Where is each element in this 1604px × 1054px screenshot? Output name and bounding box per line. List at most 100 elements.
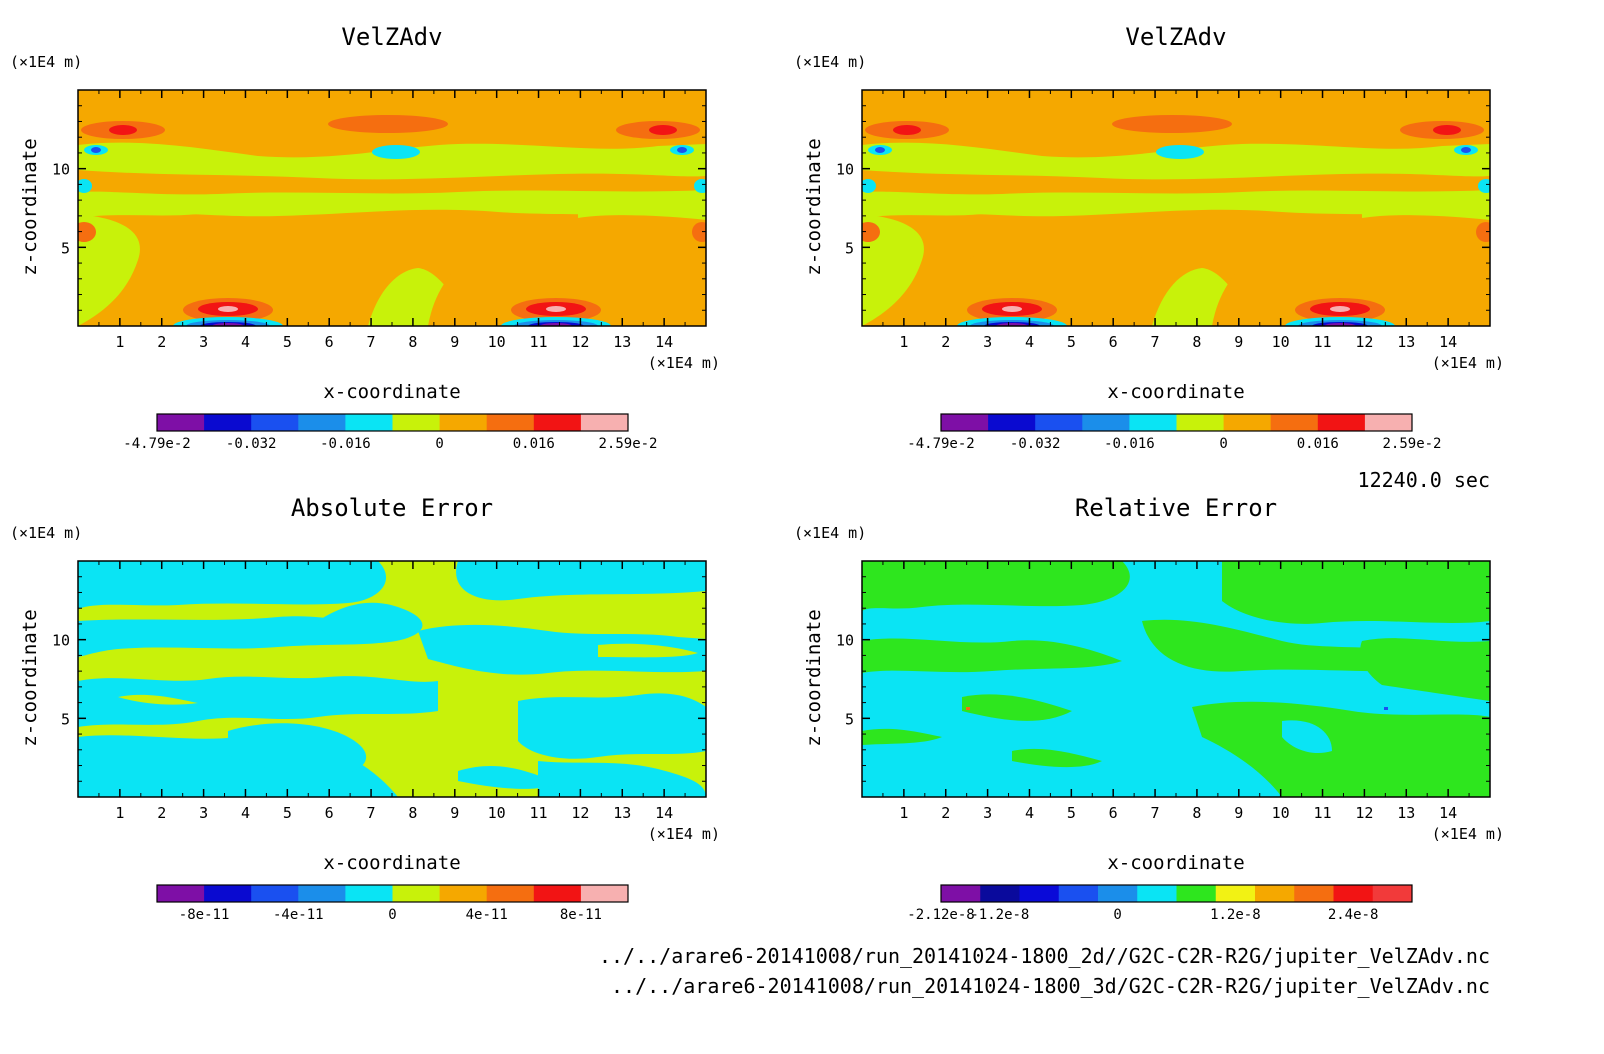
x-tick-label: 7 — [367, 333, 376, 351]
x-axis-label: x-coordinate — [1107, 852, 1244, 874]
file-path-3d: ../../arare6-20141008/run_20141024-1800_… — [611, 974, 1490, 998]
x-tick-label: 11 — [530, 333, 548, 351]
colorbar-swatch — [439, 885, 488, 902]
y-tick-label: 10 — [836, 161, 854, 179]
chart-title: VelZAdv — [1125, 23, 1226, 51]
colorbar-swatch — [439, 414, 488, 431]
y-tick-labels: 5 10 — [836, 576, 1490, 782]
colorbar-swatch — [345, 885, 393, 902]
x-tick-label: 3 — [983, 333, 992, 351]
y-unit-label: (×1E4 m) — [794, 524, 866, 542]
x-tick-label: 9 — [450, 804, 459, 822]
colorbar-swatch — [1098, 885, 1138, 902]
y-tick-label: 10 — [52, 161, 70, 179]
colorbar-swatch — [1372, 885, 1413, 902]
colorbar-label: 0 — [435, 436, 443, 452]
x-tick-label: 1 — [115, 804, 124, 822]
x-tick-label: 11 — [530, 804, 548, 822]
x-tick-label: 12 — [571, 333, 589, 351]
colorbar-swatch — [1333, 885, 1374, 902]
x-tick-label: 3 — [199, 333, 208, 351]
x-tick-label: 13 — [613, 804, 631, 822]
x-tick-label: 13 — [613, 333, 631, 351]
colorbar-frame — [940, 884, 1413, 903]
colorbar-swatch — [392, 885, 441, 902]
x-tick-label: 2 — [941, 333, 950, 351]
colorbar-swatch — [204, 414, 252, 431]
colorbar-swatch — [1294, 885, 1334, 902]
colorbar-label: -4e-11 — [273, 907, 324, 923]
x-tick-label: 14 — [1439, 333, 1457, 351]
x-tick-label: 13 — [1397, 333, 1415, 351]
colorbar-label: 2.59e-2 — [1382, 436, 1441, 452]
heatmap-field — [77, 89, 707, 327]
colorbar-label: 8e-11 — [560, 907, 602, 923]
colorbar-swatch — [157, 885, 205, 902]
x-tick-label: 5 — [283, 804, 292, 822]
colorbar-label: 0 — [1219, 436, 1227, 452]
colorbar-swatch — [486, 885, 535, 902]
colorbar-swatch — [580, 414, 629, 431]
colorbar-swatch — [533, 885, 582, 902]
time-stamp: 12240.0 sec — [1358, 468, 1490, 492]
colorbar-swatch — [392, 414, 441, 431]
x-axis-label: x-coordinate — [323, 852, 460, 874]
colorbar-swatch — [988, 414, 1036, 431]
panel-velzadv-left: VelZAdv (×1E4 m) z-coordinate — [10, 23, 720, 452]
x-tick-label: 3 — [983, 804, 992, 822]
colorbar-swatch — [298, 885, 346, 902]
colorbar-label: -0.016 — [320, 436, 371, 452]
colorbar-swatch — [1317, 414, 1366, 431]
colorbar-label: 2.4e-8 — [1328, 907, 1379, 923]
y-tick-label: 10 — [52, 632, 70, 650]
colorbar: -4.79e-2 -0.032 -0.016 0 0.016 2.59e-2 — [907, 413, 1442, 452]
x-tick-label: 3 — [199, 804, 208, 822]
colorbar-swatch — [1035, 414, 1083, 431]
colorbar-swatch — [580, 885, 629, 902]
colorbar-label: -8e-11 — [179, 907, 230, 923]
heatmap-field — [77, 560, 707, 798]
x-tick-label: 1 — [899, 804, 908, 822]
chart-title: Relative Error — [1075, 494, 1277, 522]
y-tick-label: 5 — [61, 710, 70, 728]
colorbar-swatch — [1176, 414, 1225, 431]
x-tick-label: 12 — [1355, 333, 1373, 351]
colorbar-swatch — [1255, 885, 1295, 902]
colorbar-swatch — [1058, 885, 1099, 902]
colorbar-label: 0.016 — [513, 436, 555, 452]
x-tick-label: 8 — [1192, 333, 1201, 351]
colorbar-frame — [940, 413, 1413, 432]
x-tick-label: 2 — [157, 333, 166, 351]
colorbar: -2.12e-8-1.2e-8 0 1.2e-8 2.4e-8 — [907, 884, 1413, 923]
x-tick-label: 12 — [571, 804, 589, 822]
x-tick-label: 8 — [408, 804, 417, 822]
y-tick-label: 5 — [61, 239, 70, 257]
heatmap-field — [861, 89, 1491, 327]
chart-title: VelZAdv — [341, 23, 442, 51]
y-axis-label: z-coordinate — [803, 138, 825, 275]
y-axis-label: z-coordinate — [19, 609, 41, 746]
panel-absolute-error: Absolute Error (×1E4 m) z-coordinate — [10, 494, 720, 923]
x-tick-label: 6 — [325, 333, 334, 351]
colorbar-label: -0.016 — [1104, 436, 1155, 452]
colorbar-swatch — [1176, 885, 1217, 902]
colorbar-swatch — [345, 414, 393, 431]
colorbar-label: -1.2e-8 — [970, 907, 1029, 923]
colorbar-swatch — [533, 414, 582, 431]
colorbar-label: 0.016 — [1297, 436, 1339, 452]
colorbar-label: 4e-11 — [466, 907, 508, 923]
x-tick-label: 10 — [1272, 333, 1290, 351]
colorbar-swatch — [486, 414, 535, 431]
x-tick-label: 9 — [1234, 804, 1243, 822]
x-tick-label: 7 — [367, 804, 376, 822]
colorbar-swatch — [941, 885, 981, 902]
x-tick-label: 14 — [655, 333, 673, 351]
x-unit-label: (×1E4 m) — [1432, 825, 1504, 843]
colorbar-swatch — [1019, 885, 1060, 902]
x-tick-label: 7 — [1151, 333, 1160, 351]
y-tick-labels: 5 10 — [836, 105, 1490, 311]
colorbar-swatch — [1082, 414, 1130, 431]
y-tick-label: 5 — [845, 710, 854, 728]
